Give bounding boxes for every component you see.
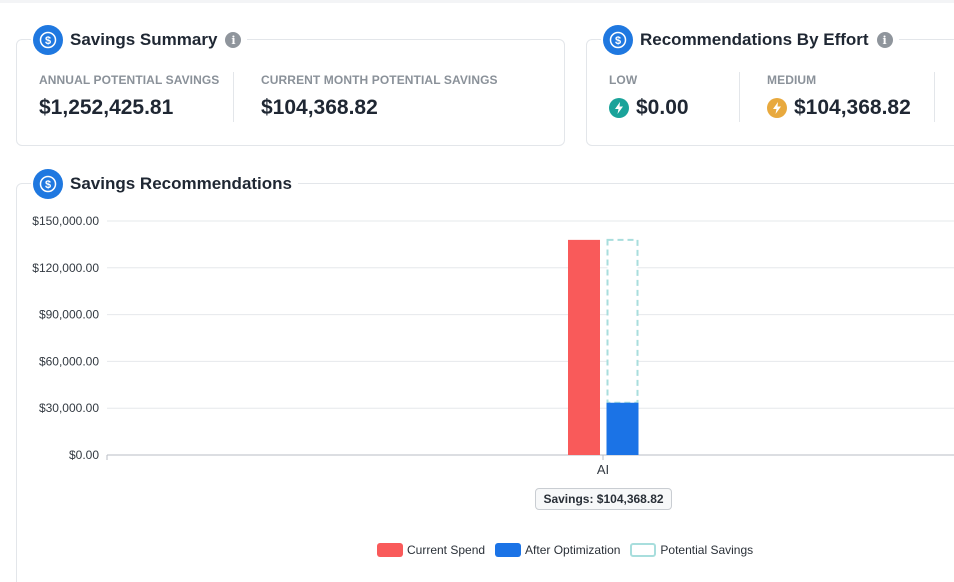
top-divider [0, 0, 954, 3]
legend-item-after-optimization[interactable]: After Optimization [495, 543, 620, 557]
legend-item-current-spend[interactable]: Current Spend [377, 543, 485, 557]
savings-summary-header: $ Savings Summary i [31, 23, 248, 57]
medium-effort-value-row: $104,368.82 [767, 96, 911, 120]
y-tick-label: $60,000.00 [39, 354, 99, 368]
y-tick-label: $120,000.00 [32, 261, 99, 275]
month-savings-label: CURRENT MONTH POTENTIAL SAVINGS [261, 73, 498, 87]
medium-effort-stat: MEDIUM $104,368.82 [767, 73, 911, 120]
dollar-circle-icon: $ [33, 169, 63, 199]
y-tick-label: $0.00 [69, 448, 99, 462]
y-tick-label: $30,000.00 [39, 401, 99, 415]
effort-title: Recommendations By Effort [640, 30, 869, 49]
savings-summary-card: $ Savings Summary i ANNUAL POTENTIAL SAV… [16, 23, 565, 146]
legend-label: Current Spend [407, 543, 486, 557]
bar-after-optimization [606, 402, 639, 455]
legend-label: After Optimization [525, 543, 621, 557]
x-tick-label: AI [597, 462, 609, 477]
savings-summary-title: Savings Summary [70, 30, 218, 49]
savings-recommendations-header: $ Savings Recommendations [31, 167, 299, 201]
legend-swatch-potential-savings [630, 543, 657, 557]
legend-label: Potential Savings [660, 543, 754, 557]
month-savings-stat: CURRENT MONTH POTENTIAL SAVINGS $104,368… [261, 73, 498, 120]
dollar-circle-icon: $ [603, 25, 633, 55]
annual-savings-label: ANNUAL POTENTIAL SAVINGS [39, 73, 220, 87]
legend-swatch-current-spend [377, 543, 403, 557]
stat-divider [233, 72, 234, 122]
legend-swatch-after-optimization [495, 543, 522, 557]
svg-text:$: $ [615, 35, 621, 47]
low-effort-stat: LOW $0.00 [609, 73, 689, 120]
y-tick-label: $150,000.00 [32, 214, 99, 228]
low-effort-value-row: $0.00 [609, 96, 689, 120]
svg-text:$: $ [45, 179, 51, 191]
stat-divider [934, 72, 935, 122]
effort-header: $ Recommendations By Effort i [601, 23, 899, 57]
savings-recommendations-card: $ Savings Recommendations [16, 167, 954, 582]
medium-effort-value: $104,368.82 [794, 96, 911, 119]
month-savings-value: $104,368.82 [261, 96, 378, 119]
chart-legend: Current Spend After Optimization Potenti… [377, 543, 763, 557]
info-icon[interactable]: i [225, 32, 242, 48]
y-tick-label: $90,000.00 [39, 308, 99, 322]
legend-item-potential-savings[interactable]: Potential Savings [630, 543, 753, 557]
effort-card: $ Recommendations By Effort i LOW $0.00 … [586, 23, 954, 146]
annual-savings-stat: ANNUAL POTENTIAL SAVINGS $1,252,425.81 [39, 73, 219, 120]
medium-effort-label: MEDIUM [767, 73, 817, 87]
savings-recommendations-title: Savings Recommendations [70, 174, 293, 193]
stat-divider [739, 72, 740, 122]
svg-text:$: $ [45, 35, 51, 47]
low-effort-value: $0.00 [636, 96, 689, 119]
lightning-icon [767, 98, 787, 118]
savings-tooltip: Savings: $104,368.82 [535, 488, 672, 510]
annual-savings-value: $1,252,425.81 [39, 96, 174, 119]
bar-current-spend [568, 239, 600, 455]
low-effort-label: LOW [609, 73, 638, 87]
lightning-icon [609, 98, 629, 118]
bar-potential-savings [606, 238, 639, 404]
info-icon[interactable]: i [876, 32, 893, 48]
dollar-circle-icon: $ [33, 25, 63, 55]
